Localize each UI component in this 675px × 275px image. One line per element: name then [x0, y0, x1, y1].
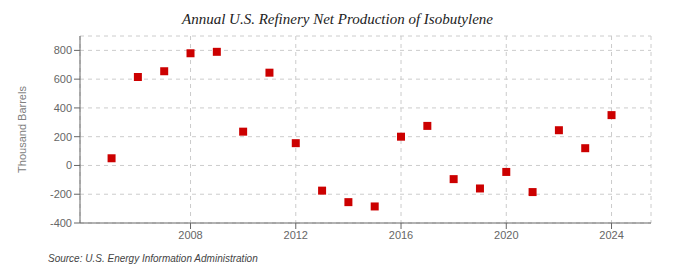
svg-text:0: 0 [66, 159, 72, 171]
svg-text:2016: 2016 [389, 229, 413, 241]
svg-text:2024: 2024 [599, 229, 623, 241]
svg-text:800: 800 [54, 44, 72, 56]
svg-text:2008: 2008 [178, 229, 202, 241]
svg-text:400: 400 [54, 102, 72, 114]
svg-text:-400: -400 [50, 217, 72, 229]
html-text:Source: U.S. Energy Informatio: Source: U.S. Energy Information Administ… [48, 253, 258, 264]
svg-text:200: 200 [54, 131, 72, 143]
svg-text:2020: 2020 [494, 229, 518, 241]
svg-text:-200: -200 [50, 188, 72, 200]
svg-text:2012: 2012 [284, 229, 308, 241]
svg-text:600: 600 [54, 73, 72, 85]
svg-text:Thousand Barrels: Thousand Barrels [16, 86, 28, 173]
html-text:Annual U.S. Refinery Net Produ: Annual U.S. Refinery Net Production of I… [182, 11, 493, 27]
